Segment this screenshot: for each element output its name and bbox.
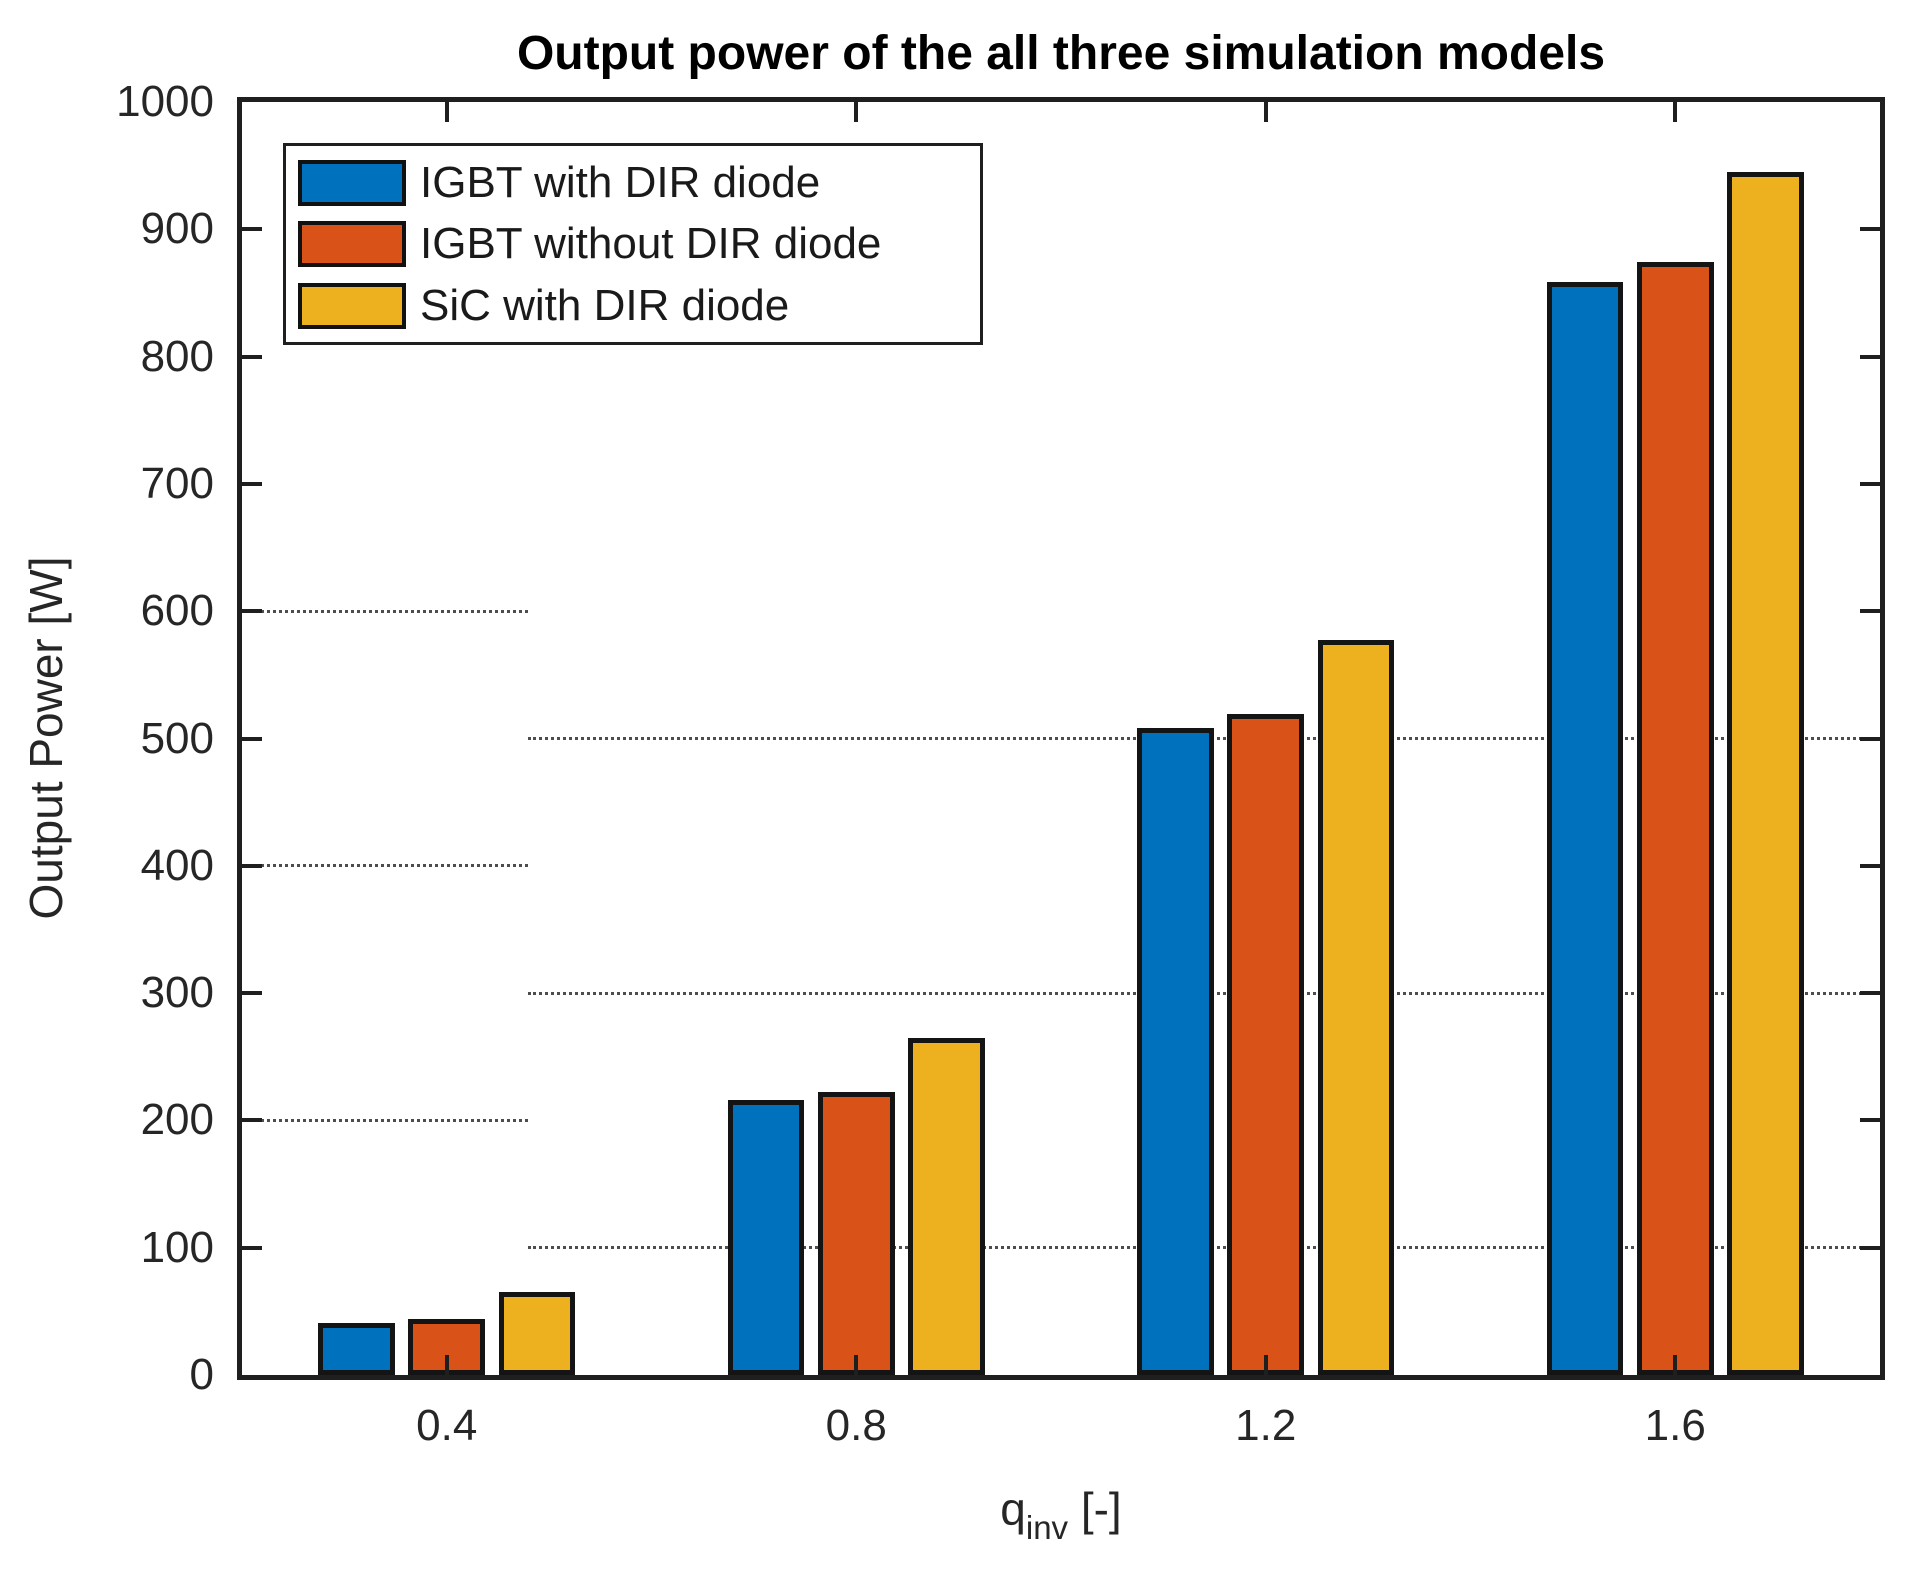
y-tick-right-500 bbox=[1860, 736, 1880, 741]
legend-label: IGBT without DIR diode bbox=[420, 219, 882, 268]
y-tick-right-100 bbox=[1860, 1245, 1880, 1250]
legend: IGBT with DIR diode IGBT without DIR diod… bbox=[283, 143, 983, 345]
y-tick-right-400 bbox=[1860, 863, 1880, 868]
x-axis-label-base: q bbox=[1000, 1483, 1026, 1535]
y-tick-right-200 bbox=[1860, 1118, 1880, 1123]
y-tick-right-300 bbox=[1860, 991, 1880, 996]
legend-swatch bbox=[298, 159, 406, 206]
bar-igbt-without-dir-diode-x0.8 bbox=[817, 1092, 895, 1375]
y-tick-label-0: 0 bbox=[189, 1350, 214, 1399]
gridline-200 bbox=[242, 1118, 528, 1122]
x-tick-top-0.4 bbox=[444, 102, 449, 122]
x-tick-bottom-0.4 bbox=[444, 1355, 449, 1375]
x-axis-label-subscript: inv bbox=[1025, 1509, 1069, 1546]
x-axis-label: qinv [-] bbox=[1000, 1482, 1121, 1547]
x-tick-top-1.2 bbox=[1263, 102, 1268, 122]
bar-igbt-with-dir-diode-x1.2 bbox=[1137, 728, 1214, 1375]
plot-area bbox=[237, 97, 1885, 1380]
x-tick-label-0.4: 0.4 bbox=[416, 1401, 478, 1450]
y-tick-label-700: 700 bbox=[140, 458, 214, 508]
y-tick-left-900 bbox=[242, 227, 262, 232]
y-tick-left-500 bbox=[242, 736, 262, 741]
x-tick-top-1.6 bbox=[1673, 102, 1678, 122]
y-tick-left-600 bbox=[242, 609, 262, 614]
legend-item-igbt-without-dir-diode: IGBT without DIR diode bbox=[298, 219, 980, 269]
y-tick-label-400: 400 bbox=[140, 840, 214, 890]
bar-sic-with-dir-diode-x0.8 bbox=[908, 1037, 985, 1375]
bar-igbt-without-dir-diode-x1.2 bbox=[1227, 714, 1305, 1375]
y-tick-left-100 bbox=[242, 1245, 262, 1250]
y-tick-label-900: 900 bbox=[140, 204, 214, 254]
legend-label: SiC with DIR diode bbox=[420, 280, 790, 330]
y-tick-right-700 bbox=[1860, 481, 1880, 486]
y-tick-left-700 bbox=[242, 481, 262, 486]
legend-label: IGBT with DIR diode bbox=[420, 157, 821, 207]
y-tick-right-600 bbox=[1860, 609, 1880, 614]
y-tick-label-600: 600 bbox=[140, 586, 214, 636]
x-tick-top-0.8 bbox=[854, 102, 859, 122]
y-tick-label-300: 300 bbox=[140, 968, 214, 1018]
gridline-600 bbox=[242, 609, 528, 613]
y-tick-left-800 bbox=[242, 354, 262, 359]
chart-title: Output power of the all three simulation… bbox=[516, 27, 1606, 80]
gridline-400 bbox=[242, 864, 528, 868]
bar-sic-with-dir-diode-x0.4 bbox=[498, 1292, 576, 1375]
y-tick-left-300 bbox=[242, 991, 262, 996]
y-tick-label-100: 100 bbox=[140, 1222, 214, 1272]
y-tick-label-1000: 1000 bbox=[116, 77, 214, 126]
bar-igbt-with-dir-diode-x0.8 bbox=[727, 1100, 805, 1375]
x-tick-label-1.2: 1.2 bbox=[1235, 1401, 1297, 1450]
y-tick-label-500: 500 bbox=[140, 713, 214, 763]
y-tick-left-200 bbox=[242, 1118, 262, 1123]
x-tick-bottom-0.8 bbox=[854, 1355, 859, 1375]
y-tick-label-800: 800 bbox=[140, 331, 214, 381]
y-tick-label-200: 200 bbox=[140, 1095, 214, 1145]
bar-igbt-without-dir-diode-x1.6 bbox=[1636, 262, 1714, 1375]
y-tick-left-400 bbox=[242, 863, 262, 868]
bar-sic-with-dir-diode-x1.2 bbox=[1317, 640, 1395, 1375]
x-tick-label-0.8: 0.8 bbox=[825, 1401, 887, 1450]
y-tick-right-900 bbox=[1860, 227, 1880, 232]
bar-igbt-with-dir-diode-x0.4 bbox=[318, 1322, 395, 1375]
bar-igbt-with-dir-diode-x1.6 bbox=[1546, 281, 1624, 1375]
legend-swatch bbox=[298, 221, 406, 267]
bar-sic-with-dir-diode-x1.6 bbox=[1727, 172, 1804, 1375]
legend-swatch bbox=[298, 282, 406, 329]
x-tick-bottom-1.2 bbox=[1263, 1355, 1268, 1375]
x-axis-label-unit: [-] bbox=[1068, 1483, 1122, 1535]
legend-item-sic-with-dir-diode: SiC with DIR diode bbox=[298, 281, 980, 331]
legend-item-igbt-with-dir-diode: IGBT with DIR diode bbox=[298, 158, 980, 208]
x-tick-bottom-1.6 bbox=[1673, 1355, 1678, 1375]
x-tick-label-1.6: 1.6 bbox=[1644, 1401, 1706, 1450]
y-tick-right-800 bbox=[1860, 354, 1880, 359]
